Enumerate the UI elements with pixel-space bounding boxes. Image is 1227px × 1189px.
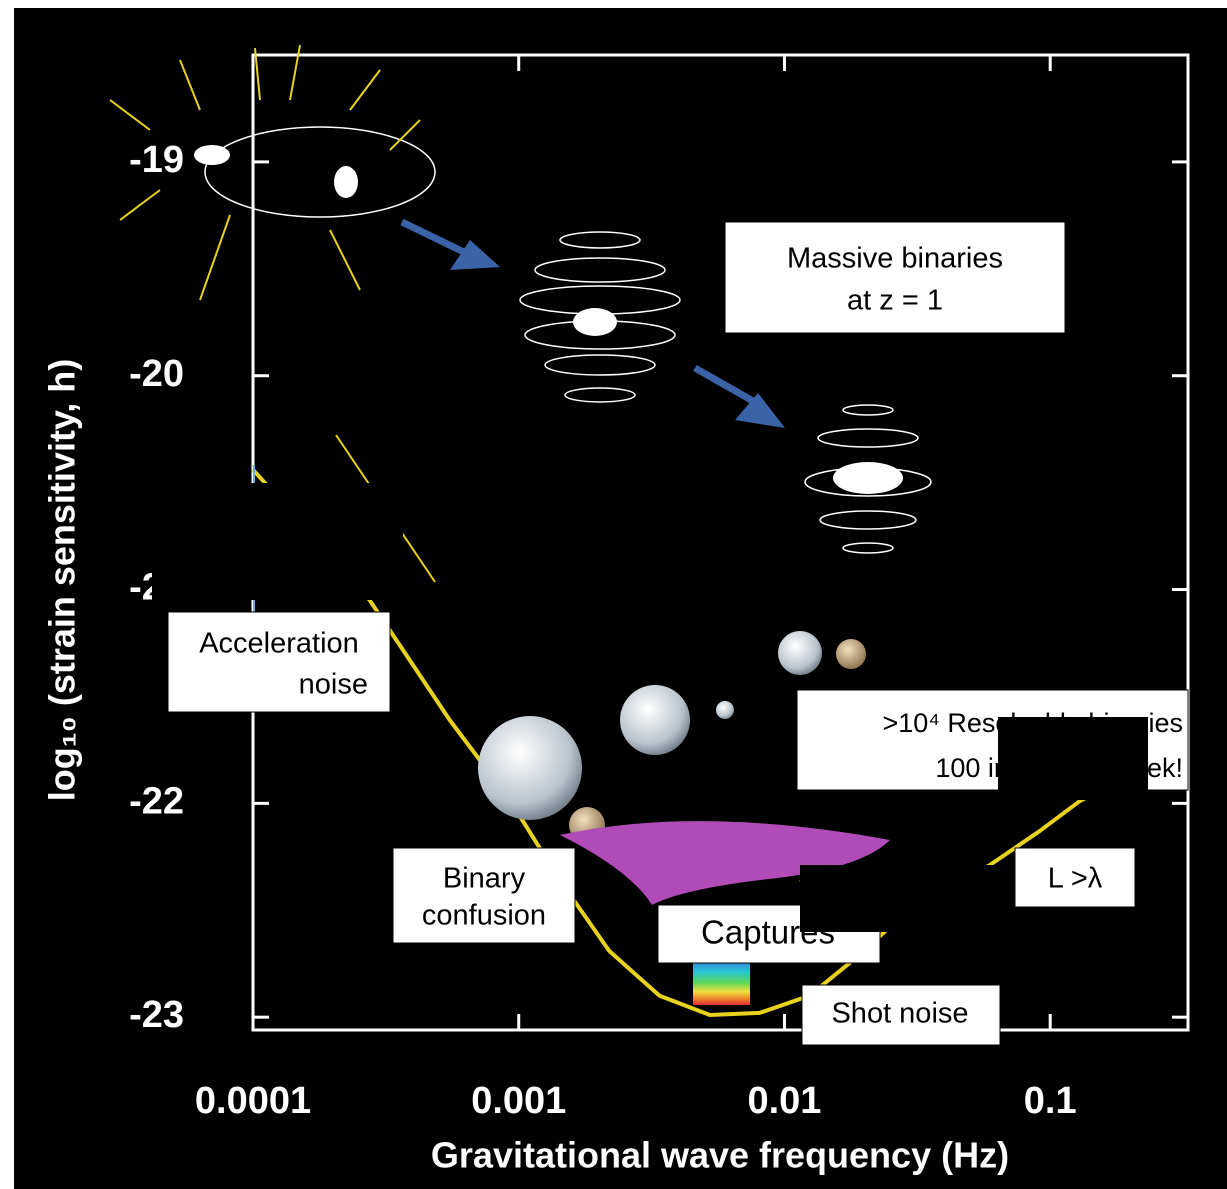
annotation: confusion [422, 900, 546, 932]
x-tick-label: 0.001 [471, 1080, 566, 1122]
annotation-box [167, 611, 391, 713]
y-tick-label: -20 [129, 353, 184, 395]
annotation: Acceleration [199, 628, 359, 660]
annotation: at z = 1 [847, 285, 943, 317]
y-tick-label: -19 [129, 139, 184, 181]
annotation: noise [299, 669, 368, 701]
annotation: Massive binaries [787, 243, 1003, 275]
annotation-box [801, 984, 1001, 1046]
y-tick-label: -23 [129, 994, 184, 1036]
annotation-box [1014, 847, 1136, 908]
y-axis-label: log₁₀ (strain sensitivity, h) [42, 359, 83, 802]
annotation-box [392, 847, 576, 944]
x-axis-label: Gravitational wave frequency (Hz) [431, 1135, 1009, 1176]
x-tick-label: 0.1 [1024, 1080, 1077, 1122]
x-tick-label: 0.0001 [195, 1080, 311, 1122]
annotation-box [724, 221, 1066, 334]
sensitivity-curve [251, 468, 1151, 1017]
curve-layer [251, 468, 1151, 1017]
x-tick-label: 0.01 [747, 1080, 821, 1122]
y-tick-label: -22 [129, 780, 184, 822]
annotation: Binary [443, 863, 526, 895]
annotation: L >λ [1048, 863, 1103, 895]
redactions [152, 483, 1148, 932]
annotation: Shot noise [831, 998, 968, 1030]
illustrations [109, 44, 932, 1005]
